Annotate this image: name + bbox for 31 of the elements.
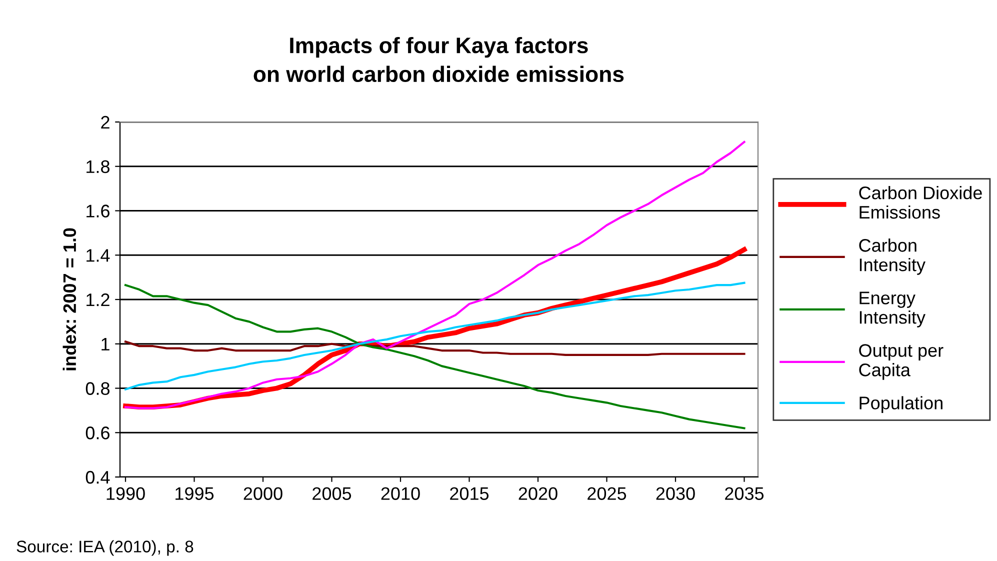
y-tick-label: 0.4 [86, 470, 110, 484]
x-tick-label: 2005 [312, 487, 352, 500]
y-tick-label: 1.4 [86, 249, 110, 262]
line-series [124, 282, 746, 390]
line-series [124, 284, 746, 430]
x-tick-label: 1995 [176, 487, 214, 500]
x-tick-label: 1990 [106, 487, 145, 500]
x-tick-label: 2010 [381, 487, 420, 500]
y-tick-label: 1.6 [86, 204, 110, 218]
line-series [124, 340, 746, 356]
line-series [124, 140, 746, 410]
x-tick-label: 2000 [244, 487, 282, 500]
y-tick-label: 1 [102, 338, 110, 350]
x-tick-label: 2035 [725, 487, 764, 500]
y-tick-label: 1.2 [86, 293, 110, 306]
y-tick-label: 2 [101, 116, 110, 129]
x-tick-label: 2025 [588, 487, 626, 500]
chart-title: Impacts of four Kaya factors on world carbon dioxide emissions [254, 36, 624, 82]
y-tick-label: 0.8 [86, 382, 110, 395]
x-tick-label: 2015 [450, 487, 489, 500]
legend-label: Output per Capita [859, 344, 944, 380]
legend-label: Population [860, 396, 942, 413]
y-tick-label: 1.8 [86, 160, 110, 174]
legend-label: Carbon Dioxide Emissions [859, 186, 982, 219]
x-tick-label: 2020 [518, 487, 558, 500]
x-tick-label: 2030 [656, 487, 695, 500]
y-tick-label: 0.6 [86, 426, 110, 440]
y-axis-title: index: 2007 = 1.0 [62, 228, 76, 370]
legend-label: Energy Intensity [860, 292, 926, 328]
source-note: Source: IEA (2010), p. 8 [16, 540, 194, 556]
legend-label: Carbon Intensity [859, 238, 926, 275]
